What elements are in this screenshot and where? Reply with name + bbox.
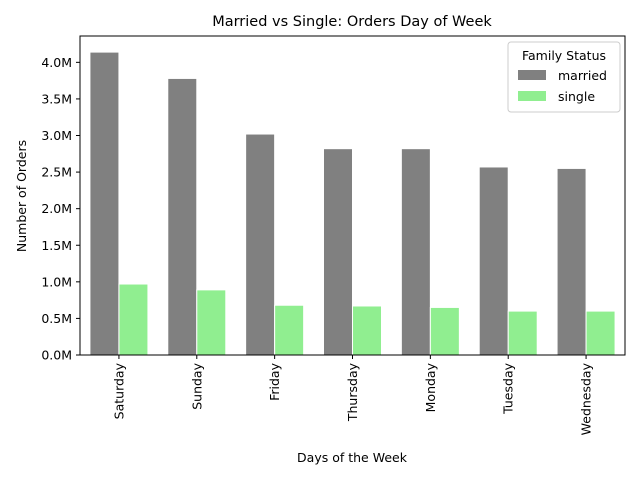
- bar-single-thursday: [352, 305, 382, 356]
- y-tick-label: 4.0M: [41, 55, 72, 70]
- legend-swatch-single: [518, 91, 546, 101]
- x-axis-title: Days of the Week: [297, 450, 408, 465]
- plot-frame: [79, 35, 626, 356]
- y-tick-label: 0.0M: [41, 348, 72, 363]
- legend: Family Status married single: [507, 41, 621, 113]
- x-tick-label-sunday: Sunday: [189, 362, 204, 409]
- bar-married-sunday: [167, 77, 198, 356]
- x-tick-label-wednesday: Wednesday: [579, 362, 594, 435]
- y-tick-label: 3.0M: [41, 128, 72, 143]
- y-tick-label: 1.5M: [41, 238, 72, 253]
- x-axis: Saturday Sunday Friday Thursday Monday Tuesda…: [111, 355, 594, 435]
- y-tick-label: 1.0M: [41, 274, 72, 289]
- bar-single-saturday: [118, 283, 149, 356]
- bar-married-tuesday: [478, 166, 509, 356]
- legend-swatch-married: [518, 70, 546, 80]
- x-tick-label-friday: Friday: [267, 362, 282, 400]
- y-tick-label: 0.5M: [41, 311, 72, 326]
- bar-single-wednesday: [585, 310, 616, 356]
- bar-married-thursday: [323, 148, 353, 356]
- bar-married-monday: [400, 148, 431, 356]
- x-tick-label-saturday: Saturday: [111, 362, 126, 419]
- bar-single-friday: [274, 304, 305, 356]
- bar-single-monday: [429, 306, 460, 356]
- x-tick-label-monday: Monday: [423, 362, 438, 412]
- bar-married-wednesday: [556, 167, 587, 356]
- x-tick-label-thursday: Thursday: [345, 362, 360, 422]
- legend-label-married: married: [558, 68, 607, 83]
- x-tick-label-tuesday: Tuesday: [501, 362, 516, 414]
- y-tick-label: 2.5M: [41, 165, 72, 180]
- bar-married-friday: [245, 133, 276, 356]
- bar-single-tuesday: [507, 310, 538, 356]
- legend-label-single: single: [558, 89, 595, 104]
- bars-group: [89, 51, 616, 356]
- bar-single-sunday: [196, 289, 227, 356]
- y-axis: 0.0M 0.5M 1.0M 1.5M 2.0M 2.5M 3.0M 3.5M 4.0M: [41, 55, 80, 363]
- y-tick-label: 2.0M: [41, 201, 72, 216]
- chart-title: Married vs Single: Orders Day of Week: [212, 14, 492, 30]
- bar-married-saturday: [89, 51, 120, 356]
- legend-title: Family Status: [522, 48, 606, 63]
- y-tick-label: 3.5M: [41, 91, 72, 106]
- y-axis-title: Number of Orders: [14, 140, 29, 252]
